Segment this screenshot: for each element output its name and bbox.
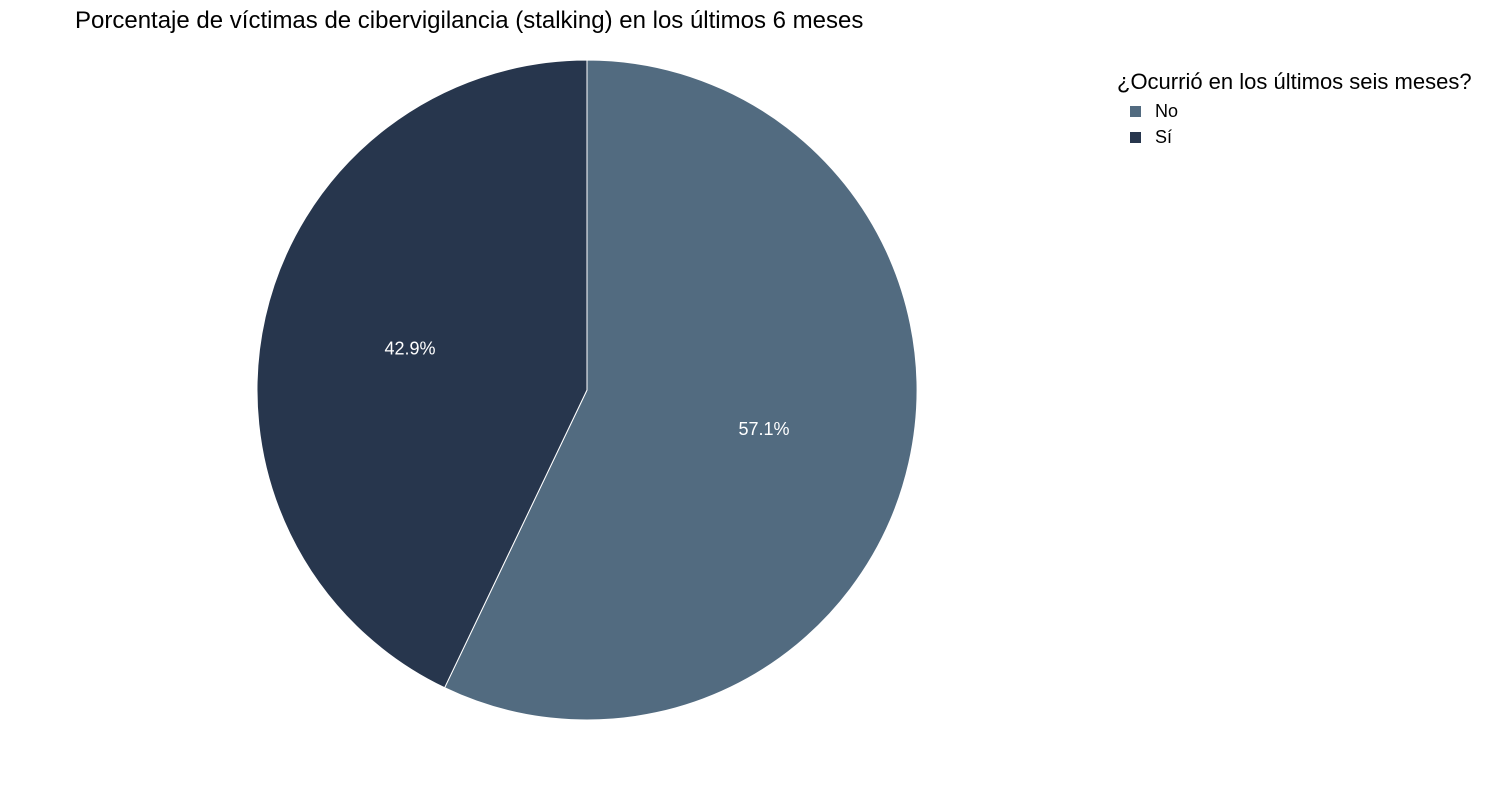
chart-title: Porcentaje de víctimas de cibervigilanci… bbox=[75, 7, 864, 34]
pie-label-si: 42.9% bbox=[384, 339, 435, 359]
legend: ¿Ocurrió en los últimos seis meses? No S… bbox=[1117, 69, 1472, 150]
legend-title: ¿Ocurrió en los últimos seis meses? bbox=[1117, 69, 1472, 94]
legend-swatch-no bbox=[1130, 105, 1141, 117]
pie-slices bbox=[256, 59, 918, 721]
pie-labels: 57.1% 42.9% bbox=[384, 339, 789, 439]
legend-label-no: No bbox=[1155, 100, 1179, 121]
pie-label-no: 57.1% bbox=[738, 419, 789, 439]
pie-slice-si[interactable] bbox=[256, 59, 588, 689]
pie-slice-no[interactable] bbox=[443, 59, 918, 721]
legend-swatch-si bbox=[1130, 131, 1141, 143]
legend-item-si[interactable]: Sí bbox=[1117, 124, 1472, 150]
legend-item-no[interactable]: No bbox=[1117, 98, 1472, 124]
legend-label-si: Sí bbox=[1155, 126, 1173, 147]
